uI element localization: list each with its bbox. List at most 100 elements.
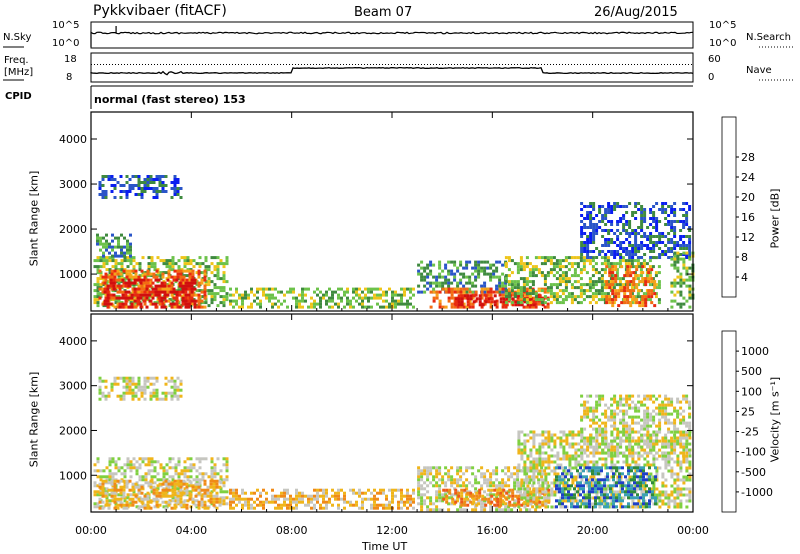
velocity-cell xyxy=(604,487,608,491)
power-cell xyxy=(620,301,624,305)
power-cell xyxy=(525,280,529,284)
velocity-cell xyxy=(474,478,478,482)
power-cell xyxy=(516,262,520,266)
power-cell xyxy=(647,268,651,272)
power-cell xyxy=(478,294,482,298)
velocity-cell xyxy=(128,376,132,380)
power-cell xyxy=(124,296,128,300)
power-cell xyxy=(96,239,99,243)
velocity-cell xyxy=(535,448,539,452)
power-cell xyxy=(540,271,544,275)
power-cell xyxy=(170,287,174,291)
velocity-cell xyxy=(543,469,547,473)
velocity-cell xyxy=(532,463,536,467)
power-cell xyxy=(507,274,511,278)
power-cell xyxy=(543,259,547,263)
power-cell xyxy=(182,269,186,273)
velocity-cell xyxy=(117,499,121,503)
velocity-cell xyxy=(120,472,124,476)
power-cell xyxy=(385,305,388,309)
power-cell xyxy=(637,226,641,229)
velocity-cell xyxy=(119,491,123,495)
power-cell xyxy=(561,289,565,293)
velocity-cell xyxy=(412,497,415,501)
velocity-cell xyxy=(295,491,298,495)
velocity-cell xyxy=(595,463,599,467)
power-cell xyxy=(117,239,120,243)
power-cell xyxy=(391,302,394,306)
velocity-cell xyxy=(256,497,259,501)
velocity-cell xyxy=(526,494,530,498)
power-cell xyxy=(667,250,671,253)
power-cell xyxy=(190,281,194,285)
velocity-cell xyxy=(547,496,551,500)
power-cell xyxy=(382,305,385,309)
power-cell xyxy=(576,280,580,284)
velocity-cell xyxy=(610,499,614,503)
power-cell xyxy=(650,268,654,272)
power-cell xyxy=(468,278,472,282)
power-cell xyxy=(337,287,340,291)
power-cell xyxy=(630,301,634,305)
velocity-cell xyxy=(225,502,229,506)
power-cell xyxy=(164,175,168,178)
velocity-cell xyxy=(174,469,178,473)
velocity-cell xyxy=(574,457,578,461)
velocity-cell xyxy=(673,505,677,509)
velocity-cell xyxy=(229,491,232,495)
velocity-cell xyxy=(498,505,502,509)
power-cell xyxy=(250,302,253,306)
velocity-cell xyxy=(637,505,641,509)
velocity-cell xyxy=(93,481,97,485)
power-cell xyxy=(406,287,409,291)
velocity-cell xyxy=(550,505,554,509)
power-cell xyxy=(673,211,677,214)
power-cell xyxy=(607,250,611,253)
velocity-cell xyxy=(501,481,505,485)
velocity-cell xyxy=(483,475,487,479)
velocity-cell xyxy=(120,505,124,509)
power-cell xyxy=(619,247,623,250)
velocity-cell xyxy=(134,494,138,498)
power-cell xyxy=(154,302,158,306)
velocity-cell xyxy=(155,503,159,507)
power-cell xyxy=(619,256,623,259)
velocity-cell xyxy=(152,394,156,398)
power-cell xyxy=(604,238,608,241)
power-cell xyxy=(444,305,448,309)
power-cell xyxy=(582,268,586,272)
power-cell xyxy=(576,286,580,290)
power-cell xyxy=(628,220,632,223)
power-cell xyxy=(608,295,612,299)
power-cell xyxy=(99,248,102,252)
velocity-cell xyxy=(670,445,674,449)
power-cell xyxy=(462,305,466,309)
velocity-cell xyxy=(565,436,569,440)
power-cell xyxy=(661,205,665,208)
velocity-cell xyxy=(448,488,452,492)
power-cell xyxy=(456,290,460,294)
power-cell xyxy=(256,296,259,300)
power-cell xyxy=(438,260,442,264)
velocity-cell xyxy=(141,502,145,506)
velocity-cell xyxy=(235,491,238,495)
velocity-cell xyxy=(177,475,181,479)
power-cell xyxy=(322,293,325,297)
velocity-cell xyxy=(337,506,340,510)
velocity-cell xyxy=(489,475,493,479)
power-cell xyxy=(510,286,514,290)
power-cell xyxy=(623,298,627,302)
velocity-cell xyxy=(454,491,458,495)
velocity-cell xyxy=(459,478,463,482)
velocity-cell xyxy=(198,460,202,464)
velocity-cell xyxy=(658,505,662,509)
velocity-cell xyxy=(313,503,316,507)
power-cell xyxy=(107,275,111,279)
power-cell xyxy=(160,284,164,288)
velocity-cell xyxy=(131,397,135,401)
power-cell xyxy=(688,275,692,279)
power-cell xyxy=(134,305,138,309)
velocity-cell xyxy=(158,503,162,507)
power-cell xyxy=(519,259,523,263)
power-cell xyxy=(475,297,479,301)
